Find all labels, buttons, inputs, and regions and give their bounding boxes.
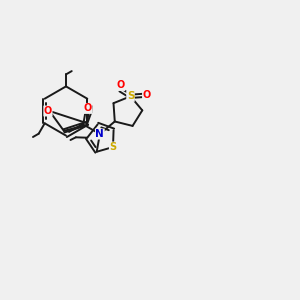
Text: O: O	[116, 80, 125, 91]
Text: O: O	[44, 106, 52, 116]
Text: O: O	[142, 91, 151, 100]
Text: O: O	[84, 103, 92, 113]
Text: N: N	[95, 129, 104, 139]
Text: S: S	[127, 91, 134, 101]
Text: S: S	[110, 142, 117, 152]
